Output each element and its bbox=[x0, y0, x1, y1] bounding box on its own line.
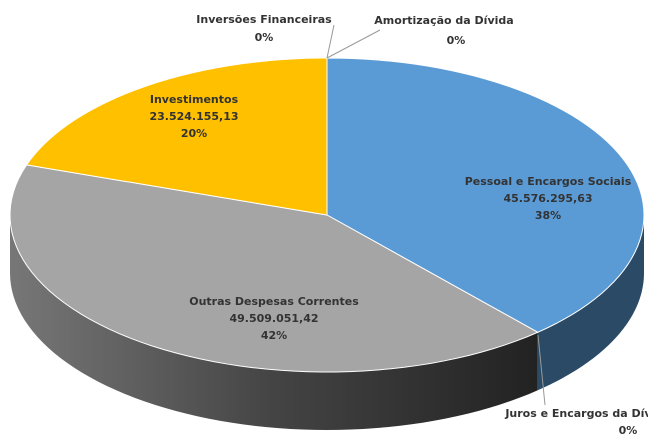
pie-slice bbox=[25, 57, 328, 216]
value-label: 49.509.051,42 bbox=[229, 312, 318, 325]
pie-slice bbox=[9, 164, 539, 373]
pie-side bbox=[10, 215, 538, 430]
percent-label: 42% bbox=[261, 329, 287, 342]
leader-line bbox=[537, 334, 546, 406]
slice-label: Investimentos bbox=[150, 93, 239, 106]
percent-label: 20% bbox=[181, 127, 207, 140]
percent-label: 38% bbox=[535, 209, 561, 222]
slice-label: Pessoal e Encargos Sociais bbox=[465, 175, 632, 188]
slice-label: Juros e Encargos da Dívida bbox=[504, 407, 648, 420]
slice-label: Outras Despesas Correntes bbox=[189, 295, 359, 308]
value-label: 23.524.155,13 bbox=[149, 110, 238, 123]
labels: Pessoal e Encargos Sociais 45.576.295,63 3… bbox=[149, 13, 648, 437]
pie-sides bbox=[10, 215, 644, 430]
pie-tops bbox=[9, 57, 645, 373]
slice-label: Inversões Financeiras bbox=[196, 13, 332, 26]
leader-line bbox=[326, 24, 335, 59]
leader-line bbox=[326, 29, 381, 59]
value-label: 45.576.295,63 bbox=[503, 192, 592, 205]
percent-label: 0% bbox=[619, 424, 638, 437]
pie-slice bbox=[326, 57, 645, 333]
percent-label: 0% bbox=[447, 34, 466, 47]
slice-label: Amortização da Dívida bbox=[374, 14, 513, 27]
pie-side bbox=[537, 215, 644, 391]
percent-label: 0% bbox=[255, 31, 274, 44]
